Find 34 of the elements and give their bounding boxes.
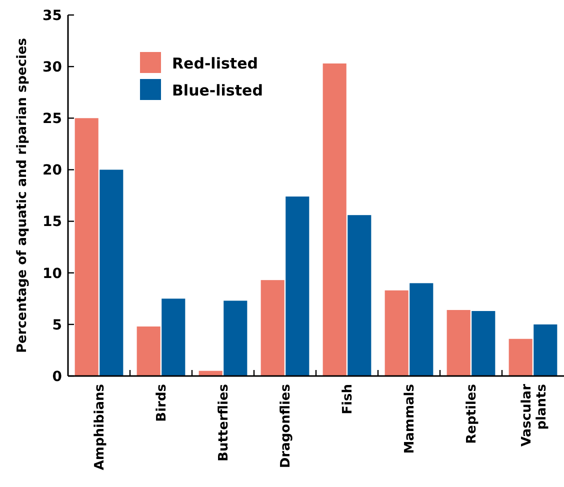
y-tick-label: 10 [42, 266, 62, 282]
y-tick-label: 25 [42, 111, 62, 128]
y-tick-label: 0 [52, 368, 62, 385]
bar [136, 326, 160, 376]
x-tick-label: Dragonflies [278, 384, 294, 468]
x-tick-label: Birds [154, 384, 170, 422]
y-tick-label: 30 [42, 59, 62, 76]
bar [286, 196, 310, 376]
x-tick-label: Vascular plants [519, 383, 550, 446]
bar [410, 283, 434, 376]
bar [384, 290, 408, 376]
x-tick-label: Amphibians [92, 384, 108, 470]
y-tick-label: 15 [42, 214, 62, 230]
bar [322, 63, 346, 376]
bar [162, 298, 186, 376]
bar [508, 338, 532, 376]
x-tick-label: Butterflies [216, 384, 232, 462]
y-tick-label: 35 [42, 8, 62, 24]
bar [74, 118, 98, 376]
x-tick-label: Mammals [402, 384, 418, 454]
bar [260, 280, 284, 376]
x-tick-label: Reptiles [464, 384, 480, 444]
x-tick-label: Fish [340, 384, 356, 414]
bar [100, 170, 124, 376]
y-tick-label: 20 [42, 162, 62, 179]
bar [472, 311, 496, 376]
bar [446, 310, 470, 376]
legend-label: Blue-listed [172, 81, 263, 100]
bar [224, 300, 248, 376]
y-axis-title: Percentage of aquatic and riparian species [15, 38, 30, 354]
bar [348, 215, 372, 376]
bar [534, 324, 558, 376]
y-tick-label: 5 [52, 317, 62, 334]
legend-label: Red-listed [172, 54, 258, 72]
